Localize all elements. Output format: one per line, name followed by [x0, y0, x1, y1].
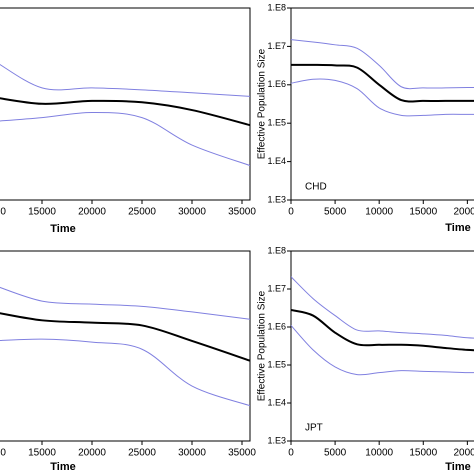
x-tick-label: 5000 — [324, 448, 347, 459]
x-tick-label: 0 — [288, 448, 294, 459]
plot-frame — [0, 250, 251, 442]
y-tick-label: 1.E8 — [267, 2, 286, 12]
y-tick-label: 1.E6 — [267, 79, 286, 89]
y-axis-label: Effective Population Size — [257, 48, 268, 159]
series-line — [0, 312, 250, 362]
x-tick-label: 30000 — [178, 207, 206, 218]
x-tick-label: 20000 — [78, 448, 106, 459]
y-axis-label: Effective Population Size — [257, 290, 268, 401]
series-line — [291, 309, 474, 352]
series-line — [0, 286, 250, 320]
x-tick-label: 15000 — [409, 207, 437, 218]
series-line — [291, 39, 474, 90]
x-tick-label: 30000 — [178, 448, 206, 459]
series-line — [291, 276, 474, 339]
plot-frame — [0, 7, 251, 201]
panel-label: CHD — [305, 182, 327, 193]
y-tick-label: 1.E4 — [267, 156, 286, 166]
x-axis-label: Time — [50, 461, 75, 473]
y-tick-label: 1.E6 — [267, 321, 286, 331]
y-tick-label: 1.E3 — [267, 194, 286, 204]
x-tick-label: 0 — [288, 207, 294, 218]
x-tick-label: 10000 — [0, 207, 6, 218]
x-tick-label: 25000 — [128, 448, 156, 459]
lines — [0, 63, 250, 167]
x-tick-label: 15000 — [28, 207, 56, 218]
series-line — [0, 97, 250, 127]
x-tick-label: 10000 — [365, 448, 393, 459]
y-tick-label: 1.E5 — [267, 359, 286, 369]
y-tick-label: 1.E8 — [267, 245, 286, 255]
x-tick-label: 20000 — [453, 448, 474, 459]
x-tick-label: 25000 — [128, 207, 156, 218]
lines — [291, 39, 474, 117]
y-tick-label: 1.E7 — [267, 41, 286, 51]
x-axis-label: Time — [445, 222, 470, 234]
plot-frame — [290, 7, 474, 201]
lines — [291, 276, 474, 376]
x-tick-label: 35000 — [228, 207, 256, 218]
series-line — [0, 63, 250, 97]
x-tick-label: 35000 — [228, 448, 256, 459]
y-tick-label: 1.E7 — [267, 283, 286, 293]
panel-label: JPT — [305, 423, 323, 434]
series-line — [0, 338, 250, 407]
x-tick-label: 5000 — [324, 207, 347, 218]
series-line — [291, 325, 474, 376]
series-line — [0, 111, 250, 167]
lines — [0, 286, 250, 407]
x-tick-label: 20000 — [453, 207, 474, 218]
series-line — [291, 63, 474, 103]
y-tick-label: 1.E3 — [267, 435, 286, 445]
plot-frame — [290, 250, 474, 442]
y-tick-label: 1.E5 — [267, 118, 286, 128]
x-axis-label: Time — [50, 223, 75, 235]
x-tick-label: 10000 — [0, 448, 6, 459]
series-line — [291, 78, 474, 117]
x-tick-label: 10000 — [365, 207, 393, 218]
x-tick-label: 15000 — [28, 448, 56, 459]
x-tick-label: 15000 — [409, 448, 437, 459]
y-tick-label: 1.E4 — [267, 397, 286, 407]
x-tick-label: 20000 — [78, 207, 106, 218]
x-axis-label: Time — [445, 461, 470, 473]
